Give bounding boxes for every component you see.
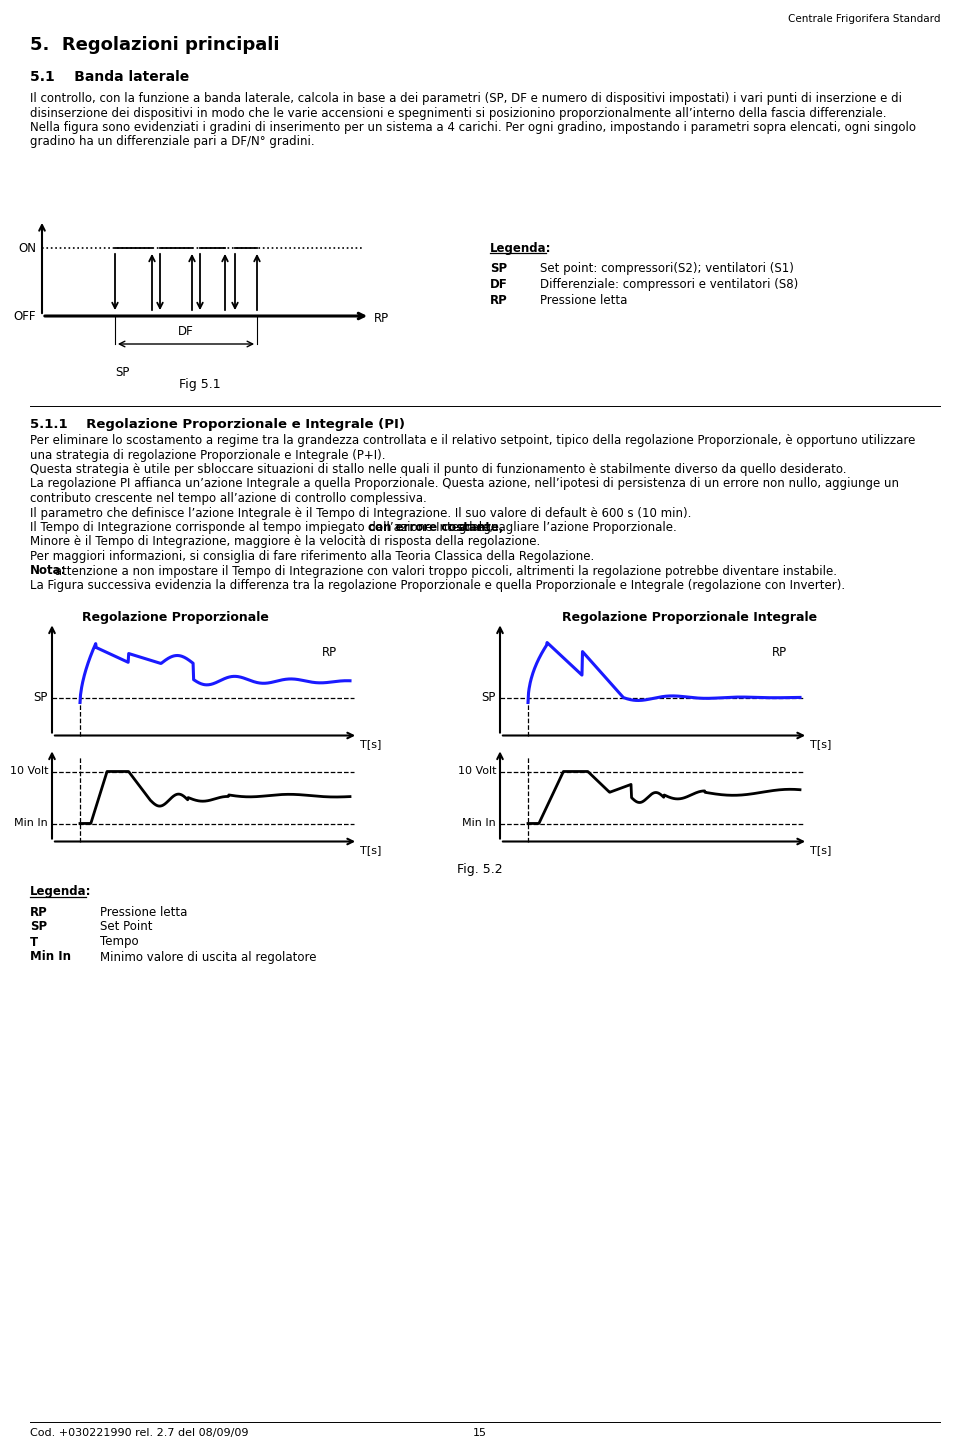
Text: T: T	[30, 936, 38, 949]
Text: Tempo: Tempo	[100, 936, 138, 949]
Text: La regolazione PI affianca un’azione Integrale a quella Proporzionale. Questa az: La regolazione PI affianca un’azione Int…	[30, 478, 899, 491]
Text: T[s]: T[s]	[810, 740, 831, 749]
Text: 15: 15	[473, 1428, 487, 1439]
Text: T[s]: T[s]	[810, 845, 831, 855]
Text: Minore è il Tempo di Integrazione, maggiore è la velocità di risposta della rego: Minore è il Tempo di Integrazione, maggi…	[30, 536, 540, 549]
Text: Questa strategia è utile per sbloccare situazioni di stallo nelle quali il punto: Questa strategia è utile per sbloccare s…	[30, 464, 847, 477]
Text: OFF: OFF	[13, 310, 36, 323]
Text: Min In: Min In	[463, 818, 496, 828]
Text: ON: ON	[18, 242, 36, 255]
Text: Cod. +030221990 rel. 2.7 del 08/09/09: Cod. +030221990 rel. 2.7 del 08/09/09	[30, 1428, 249, 1439]
Text: 5.1.1    Regolazione Proporzionale e Integrale (PI): 5.1.1 Regolazione Proporzionale e Integr…	[30, 418, 405, 431]
Text: SP: SP	[30, 920, 47, 933]
Text: con errore costante,: con errore costante,	[368, 521, 504, 534]
Text: Nota:: Nota:	[30, 564, 66, 577]
Text: SP: SP	[482, 691, 496, 704]
Text: Set Point: Set Point	[100, 920, 153, 933]
Text: RP: RP	[772, 645, 787, 658]
Text: DF: DF	[179, 325, 194, 338]
Text: ad eguagliare l’azione Proporzionale.: ad eguagliare l’azione Proporzionale.	[454, 521, 677, 534]
Text: DF: DF	[490, 278, 508, 291]
Text: SP: SP	[34, 691, 48, 704]
Text: Min In: Min In	[14, 818, 48, 828]
Text: una strategia di regolazione Proporzionale e Integrale (P+I).: una strategia di regolazione Proporziona…	[30, 448, 386, 461]
Text: Pressione letta: Pressione letta	[540, 294, 628, 307]
Text: SP: SP	[490, 262, 507, 275]
Text: Legenda:: Legenda:	[30, 886, 91, 899]
Text: Il parametro che definisce l’azione Integrale è il Tempo di Integrazione. Il suo: Il parametro che definisce l’azione Inte…	[30, 507, 691, 520]
Text: Il controllo, con la funzione a banda laterale, calcola in base a dei parametri : Il controllo, con la funzione a banda la…	[30, 92, 902, 105]
Text: Il Tempo di Integrazione corrisponde al tempo impiegato dall’azione Integrale,: Il Tempo di Integrazione corrisponde al …	[30, 521, 497, 534]
Text: Per maggiori informazioni, si consiglia di fare riferimento alla Teoria Classica: Per maggiori informazioni, si consiglia …	[30, 550, 594, 563]
Text: RP: RP	[322, 645, 337, 658]
Text: Minimo valore di uscita al regolatore: Minimo valore di uscita al regolatore	[100, 950, 317, 963]
Text: 10 Volt: 10 Volt	[458, 766, 496, 776]
Text: RP: RP	[30, 906, 48, 919]
Text: contributo crescente nel tempo all’azione di controllo complessiva.: contributo crescente nel tempo all’azion…	[30, 492, 427, 505]
Text: Regolazione Proporzionale: Regolazione Proporzionale	[82, 612, 269, 625]
Text: Min In: Min In	[30, 950, 71, 963]
Text: Pressione letta: Pressione letta	[100, 906, 187, 919]
Text: disinserzione dei dispositivi in modo che le varie accensioni e spegnimenti si p: disinserzione dei dispositivi in modo ch…	[30, 107, 886, 120]
Text: Set point: compressori(S2); ventilatori (S1): Set point: compressori(S2); ventilatori …	[540, 262, 794, 275]
Text: Nella figura sono evidenziati i gradini di inserimento per un sistema a 4 carich: Nella figura sono evidenziati i gradini …	[30, 121, 916, 134]
Text: T[s]: T[s]	[360, 845, 381, 855]
Text: Differenziale: compressori e ventilatori (S8): Differenziale: compressori e ventilatori…	[540, 278, 799, 291]
Text: Fig 5.1: Fig 5.1	[180, 377, 221, 392]
Text: gradino ha un differenziale pari a DF/N° gradini.: gradino ha un differenziale pari a DF/N°…	[30, 135, 315, 148]
Text: SP: SP	[115, 366, 130, 379]
Text: Regolazione Proporzionale Integrale: Regolazione Proporzionale Integrale	[563, 612, 818, 625]
Text: La Figura successiva evidenzia la differenza tra la regolazione Proporzionale e : La Figura successiva evidenzia la differ…	[30, 579, 845, 592]
Text: Fig. 5.2: Fig. 5.2	[457, 864, 503, 877]
Text: Centrale Frigorifera Standard: Centrale Frigorifera Standard	[787, 14, 940, 24]
Text: Per eliminare lo scostamento a regime tra la grandezza controllata e il relativo: Per eliminare lo scostamento a regime tr…	[30, 433, 916, 446]
Text: 5.1    Banda laterale: 5.1 Banda laterale	[30, 71, 189, 84]
Text: RP: RP	[374, 312, 389, 325]
Text: Legenda:: Legenda:	[490, 242, 551, 255]
Text: T[s]: T[s]	[360, 740, 381, 749]
Text: attenzione a non impostare il Tempo di Integrazione con valori troppo piccoli, a: attenzione a non impostare il Tempo di I…	[52, 564, 837, 577]
Text: 10 Volt: 10 Volt	[10, 766, 48, 776]
Text: RP: RP	[490, 294, 508, 307]
Text: 5.  Regolazioni principali: 5. Regolazioni principali	[30, 36, 279, 53]
